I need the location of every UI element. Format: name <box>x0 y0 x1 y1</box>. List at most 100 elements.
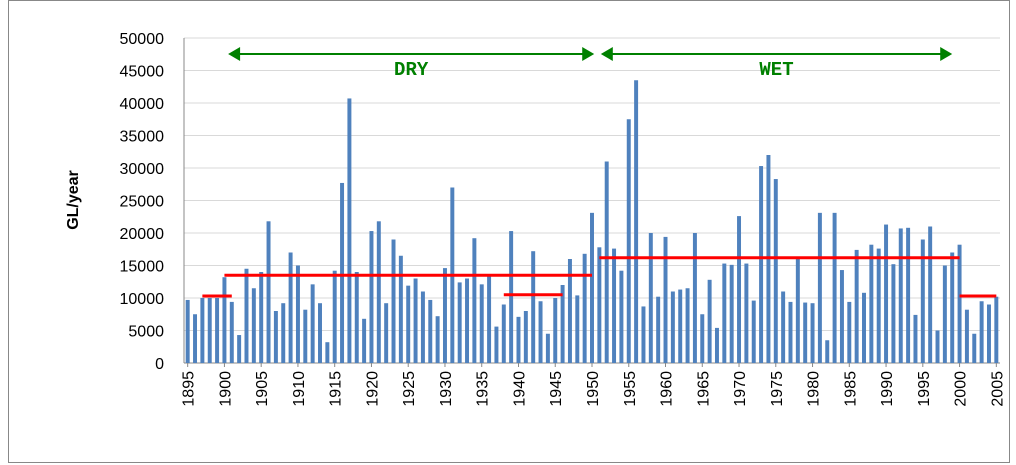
bar <box>641 306 646 363</box>
bar <box>457 282 462 363</box>
bar <box>413 278 418 363</box>
bar <box>847 301 852 363</box>
x-tick-label: 1920 <box>364 371 381 407</box>
bar <box>854 249 859 363</box>
x-tick-label: 2000 <box>953 371 970 407</box>
x-tick-label: 1985 <box>842 371 859 407</box>
bar <box>420 291 425 363</box>
bar <box>626 119 631 363</box>
bar <box>516 316 521 363</box>
bar <box>354 272 359 363</box>
bar <box>340 182 345 363</box>
bar <box>942 265 947 363</box>
arrow-head <box>600 47 613 61</box>
bar <box>832 212 837 363</box>
bar <box>972 333 977 363</box>
bar <box>817 212 822 363</box>
bar <box>465 278 470 363</box>
bar <box>935 330 940 363</box>
x-tick-label: 1995 <box>916 371 933 407</box>
x-tick-label: 1940 <box>511 371 528 407</box>
arrow-head <box>228 47 241 61</box>
bar <box>185 299 190 363</box>
arrow-head <box>582 47 595 61</box>
bar <box>229 301 234 363</box>
bar <box>803 302 808 363</box>
bar <box>369 231 374 363</box>
x-tick-label: 1955 <box>622 371 639 407</box>
y-tick-label: 0 <box>155 356 164 373</box>
arrow-head <box>940 47 953 61</box>
bar <box>612 248 617 363</box>
bar <box>920 239 925 363</box>
bar <box>472 238 477 363</box>
bar <box>560 285 565 363</box>
bar <box>722 263 727 363</box>
bar <box>950 252 955 363</box>
y-axis-label: GL/year <box>65 170 82 230</box>
bar <box>391 239 396 363</box>
bar <box>553 298 558 363</box>
bar <box>398 255 403 363</box>
bar <box>325 342 330 363</box>
x-tick-label: 1980 <box>806 371 823 407</box>
y-tick-label: 10000 <box>120 291 165 308</box>
bar <box>494 326 499 363</box>
bar <box>479 284 484 363</box>
bar <box>737 216 742 363</box>
x-tick-label: 1910 <box>291 371 308 407</box>
bar <box>318 303 322 363</box>
bar <box>193 314 198 363</box>
bar <box>244 268 249 363</box>
bar <box>200 298 205 363</box>
bar <box>384 303 389 363</box>
bar <box>634 80 639 363</box>
x-tick-label: 1975 <box>769 371 786 407</box>
bar <box>303 309 308 363</box>
bar <box>986 304 991 363</box>
bar <box>862 292 866 363</box>
bar <box>906 227 911 363</box>
x-tick-label: 1950 <box>585 371 602 407</box>
x-tick-label: 1925 <box>401 371 418 407</box>
bar <box>604 161 609 363</box>
x-tick-label: 1990 <box>879 371 896 407</box>
y-tick-label: 25000 <box>120 194 165 211</box>
bar <box>928 226 933 363</box>
bar <box>310 284 315 363</box>
bar <box>273 311 278 363</box>
bar <box>590 212 594 363</box>
bar <box>759 166 764 363</box>
bar <box>523 311 528 363</box>
bar <box>545 333 550 363</box>
bar <box>442 268 447 363</box>
bar <box>281 303 286 363</box>
bar <box>406 285 411 363</box>
bar <box>237 335 242 363</box>
bar <box>898 228 903 363</box>
bar <box>347 98 352 363</box>
bar <box>692 233 697 363</box>
bar <box>222 277 227 363</box>
bar <box>207 298 212 363</box>
bar <box>744 263 749 363</box>
bar <box>567 259 572 363</box>
bar <box>795 259 800 363</box>
bar <box>700 314 705 363</box>
bar <box>266 221 271 363</box>
bar <box>509 231 514 363</box>
x-tick-label: 1945 <box>548 371 565 407</box>
chart-frame <box>8 0 1010 463</box>
bar <box>839 270 844 363</box>
x-tick-label: 1900 <box>217 371 234 407</box>
bar <box>575 295 580 363</box>
bar <box>619 270 624 363</box>
bar <box>259 272 264 363</box>
bar <box>979 301 984 363</box>
y-tick-label: 30000 <box>120 161 165 178</box>
y-tick-label: 20000 <box>120 226 165 243</box>
bar <box>648 233 653 363</box>
x-tick-label: 1905 <box>254 371 271 407</box>
x-tick-label: 1895 <box>181 371 198 407</box>
